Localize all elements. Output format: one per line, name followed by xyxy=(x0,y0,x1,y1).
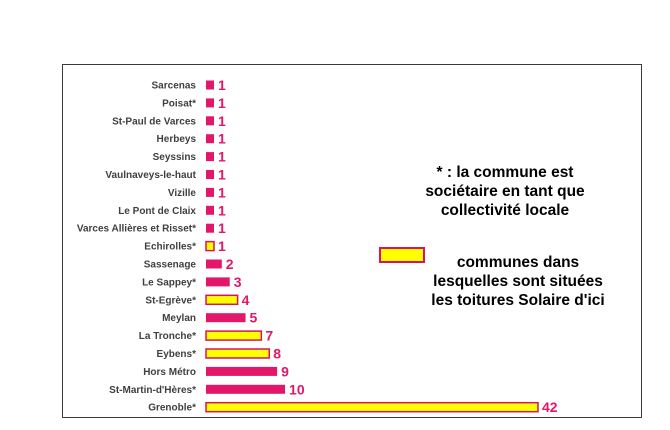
bar xyxy=(206,152,214,162)
value-label: 1 xyxy=(218,167,226,183)
bar xyxy=(206,384,286,394)
value-label: 1 xyxy=(218,113,226,129)
category-label: Hors Métro xyxy=(143,367,196,378)
bar xyxy=(206,80,214,90)
category-label: Seyssins xyxy=(153,152,197,163)
category-label: Sarcenas xyxy=(152,81,197,92)
value-label: 9 xyxy=(281,363,289,379)
category-label: Varces Allières et Risset* xyxy=(77,224,196,235)
value-label: 1 xyxy=(218,95,226,111)
category-label: Eybens* xyxy=(157,349,197,360)
category-label: St-Egrève* xyxy=(145,295,196,306)
bar xyxy=(206,313,246,323)
bar xyxy=(206,205,214,215)
bar xyxy=(206,259,222,269)
bar xyxy=(206,116,214,126)
bar xyxy=(205,401,539,413)
value-label: 1 xyxy=(218,184,226,200)
category-label: Herbeys xyxy=(157,134,197,145)
value-label: 3 xyxy=(234,274,242,290)
value-label: 1 xyxy=(218,131,226,147)
category-label: Grenoble* xyxy=(148,403,196,414)
bar xyxy=(205,348,270,359)
bar xyxy=(205,330,263,341)
category-label: Vizille xyxy=(168,188,197,199)
value-label: 5 xyxy=(250,310,258,326)
category-label: Le Pont de Claix xyxy=(118,206,196,217)
bar xyxy=(206,134,214,144)
category-label: St-Martin-d'Hères* xyxy=(109,385,196,396)
bar-chart: Sarcenas 1 Poisat* 1 St-Paul de Varces 1 Herbe… xyxy=(77,77,558,415)
bar xyxy=(206,170,214,179)
bar xyxy=(205,240,215,252)
category-label: Le Sappey* xyxy=(142,277,196,288)
category-label: Vaulnaveys-le-haut xyxy=(105,170,196,181)
value-label: 7 xyxy=(265,328,273,344)
legend-note: communes dans lesquelles sont situées le… xyxy=(431,254,605,309)
value-label: 1 xyxy=(218,238,226,254)
asterisk-note: * : la commune est sociétaire en tant qu… xyxy=(425,164,585,219)
value-label: 42 xyxy=(542,399,558,415)
category-label: Sassenage xyxy=(144,260,197,271)
value-label: 8 xyxy=(273,346,281,362)
category-label: Echirolles* xyxy=(144,242,196,253)
value-label: 1 xyxy=(218,220,226,236)
category-label: Meylan xyxy=(162,313,196,324)
value-label: 1 xyxy=(218,202,226,218)
bar xyxy=(206,98,214,108)
legend-swatch xyxy=(379,247,425,263)
chart-frame: Sarcenas 1 Poisat* 1 St-Paul de Varces 1 Herbe… xyxy=(62,64,642,418)
value-label: 1 xyxy=(218,77,226,93)
bar xyxy=(206,366,278,376)
bar xyxy=(206,187,214,197)
category-label: Poisat* xyxy=(162,98,196,109)
bar xyxy=(206,277,230,287)
bar xyxy=(206,223,214,233)
category-label: St-Paul de Varces xyxy=(112,116,196,127)
value-label: 4 xyxy=(242,292,250,308)
value-label: 2 xyxy=(226,256,234,272)
value-label: 10 xyxy=(289,381,305,397)
value-label: 1 xyxy=(218,149,226,165)
bar xyxy=(205,294,239,306)
category-label: La Tronche* xyxy=(139,331,196,342)
